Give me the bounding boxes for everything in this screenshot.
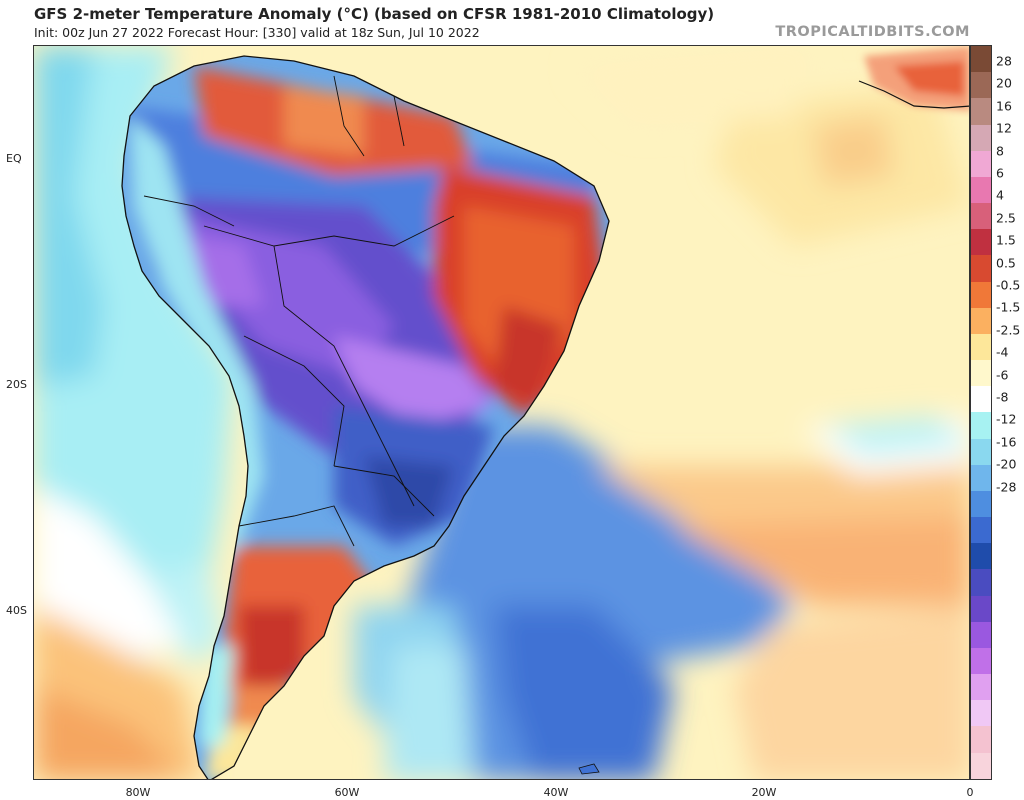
colorbar-tick-label: 1.5 xyxy=(996,232,1016,248)
chart-subtitle: Init: 00z Jun 27 2022 Forecast Hour: [33… xyxy=(34,25,480,40)
colorbar-segment xyxy=(971,595,991,622)
colorbar-segment xyxy=(971,124,991,151)
lon-label-80w: 80W xyxy=(125,786,151,799)
colorbar-segment xyxy=(971,281,991,308)
chart-title: GFS 2-meter Temperature Anomaly (°C) (ba… xyxy=(34,5,715,23)
colorbar-segment xyxy=(971,229,991,256)
colorbar-tick-label: 12 xyxy=(996,120,1012,136)
colorbar-segment xyxy=(971,543,991,570)
lat-label-eq: EQ xyxy=(6,152,22,165)
colorbar-tick-label: 16 xyxy=(996,98,1012,114)
colorbar-segment xyxy=(971,72,991,99)
colorbar-tick-label: -12 xyxy=(996,411,1017,427)
colorbar-tick-label: 0.5 xyxy=(996,255,1016,271)
colorbar-legend xyxy=(970,45,992,780)
colorbar-segment xyxy=(971,674,991,701)
colorbar-segment xyxy=(971,464,991,491)
lon-label-40w: 40W xyxy=(543,786,569,799)
colorbar-tick-label: -0.5 xyxy=(996,277,1021,293)
coastline xyxy=(121,55,610,779)
site-credit: TROPICALTIDBITS.COM xyxy=(775,24,970,40)
lon-label-60w: 60W xyxy=(334,786,360,799)
colorbar-tick-label: 20 xyxy=(996,75,1012,91)
colorbar-tick-label: 2.5 xyxy=(996,210,1016,226)
colorbar-segment xyxy=(971,386,991,413)
colorbar-segment xyxy=(971,333,991,361)
colorbar-segment xyxy=(971,176,991,204)
colorbar-segment xyxy=(971,255,991,282)
pacific-anomaly xyxy=(34,46,234,779)
colorbar-tick-label: -4 xyxy=(996,344,1009,360)
colorbar-tick-label: -6 xyxy=(996,367,1009,383)
colorbar-tick-label: -8 xyxy=(996,389,1009,405)
colorbar-segment xyxy=(971,700,991,727)
colorbar-segment xyxy=(971,517,991,544)
colorbar-segment xyxy=(971,307,991,334)
colorbar-segment xyxy=(971,46,991,73)
colorbar-tick-label: 4 xyxy=(996,187,1004,203)
map-canvas xyxy=(34,46,969,779)
colorbar-segment xyxy=(971,752,991,779)
colorbar-segment xyxy=(971,360,991,387)
colorbar-segment xyxy=(971,647,991,675)
country-borders xyxy=(143,75,455,547)
colorbar-segment xyxy=(971,490,991,518)
colorbar-tick-label: 6 xyxy=(996,165,1004,181)
lon-label-0: 0 xyxy=(966,786,974,799)
anomaly-map xyxy=(33,45,970,780)
colorbar-segment xyxy=(971,203,991,230)
colorbar-tick-label: 28 xyxy=(996,53,1012,69)
atlantic-anomaly xyxy=(354,46,969,779)
lat-label-20s: 20S xyxy=(6,378,27,391)
colorbar-tick-label: -1.5 xyxy=(996,299,1021,315)
colorbar-segment xyxy=(971,438,991,465)
lat-label-40s: 40S xyxy=(6,604,27,617)
colorbar-segment xyxy=(971,726,991,753)
west-africa-landmass xyxy=(864,46,969,111)
colorbar-segment xyxy=(971,412,991,439)
africa-coastline xyxy=(858,80,969,109)
south-georgia-island xyxy=(578,763,600,775)
lon-label-20w: 20W xyxy=(751,786,777,799)
colorbar-tick-label: -20 xyxy=(996,456,1017,472)
colorbar-segment xyxy=(971,621,991,648)
colorbar-tick-label: 8 xyxy=(996,143,1004,159)
colorbar-segment xyxy=(971,569,991,596)
colorbar-segment xyxy=(971,150,991,177)
colorbar-tick-label: -16 xyxy=(996,434,1017,450)
colorbar-tick-label: -28 xyxy=(996,479,1017,495)
colorbar-tick-label: -2.5 xyxy=(996,322,1021,338)
colorbar-segment xyxy=(971,98,991,125)
